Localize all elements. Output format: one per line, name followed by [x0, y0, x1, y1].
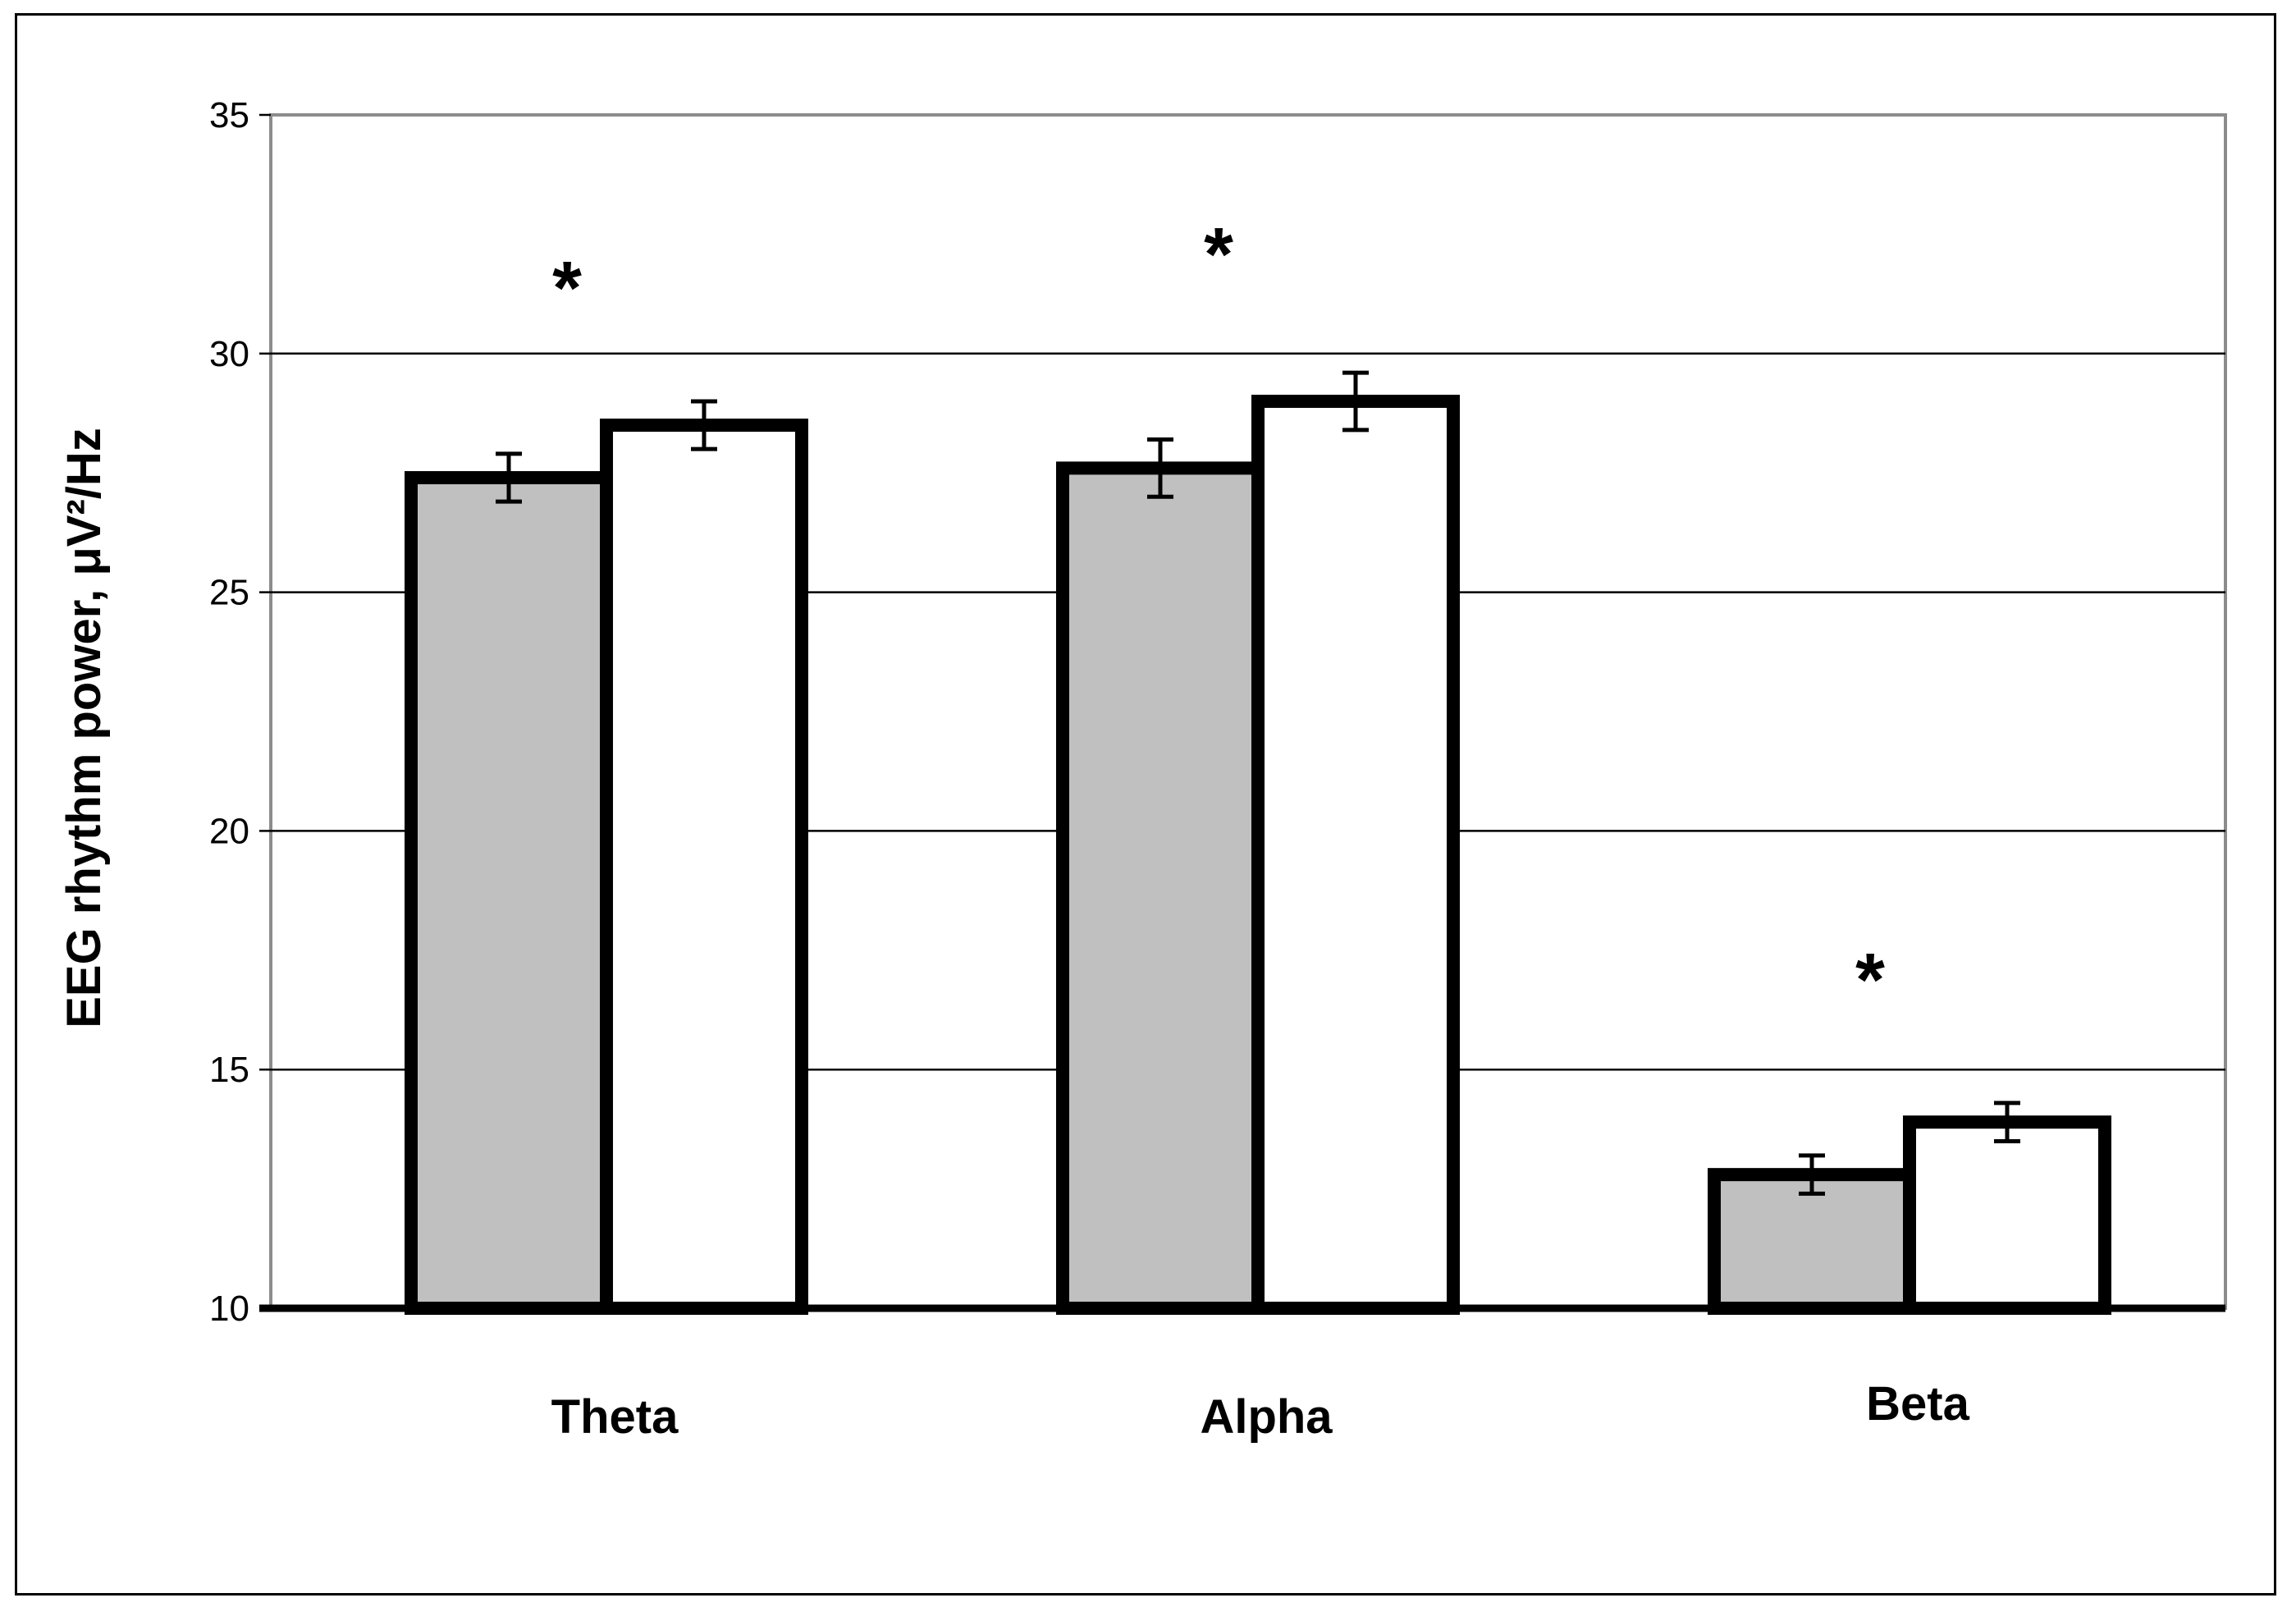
bar: [405, 471, 613, 1315]
y-axis-label: EEG rhythm power, μV²/Hz: [57, 428, 111, 1028]
y-tick-label: 10: [209, 1289, 249, 1329]
significance-asterisk: *: [1204, 213, 1233, 297]
bar: [1903, 1115, 2111, 1316]
y-tick-label: 25: [209, 573, 249, 613]
category-label: Alpha: [1200, 1390, 1333, 1444]
bar: [1056, 461, 1265, 1315]
bar: [600, 419, 808, 1315]
category-label: Beta: [1866, 1377, 1969, 1431]
y-tick-label: 30: [209, 334, 249, 374]
y-tick-label: 35: [209, 95, 249, 135]
significance-asterisk: *: [1855, 939, 1885, 1023]
significance-asterisk: *: [552, 246, 582, 330]
category-label: Theta: [551, 1390, 679, 1444]
y-tick-label: 15: [209, 1050, 249, 1090]
bar: [1251, 394, 1460, 1316]
y-tick-label: 20: [209, 811, 249, 851]
